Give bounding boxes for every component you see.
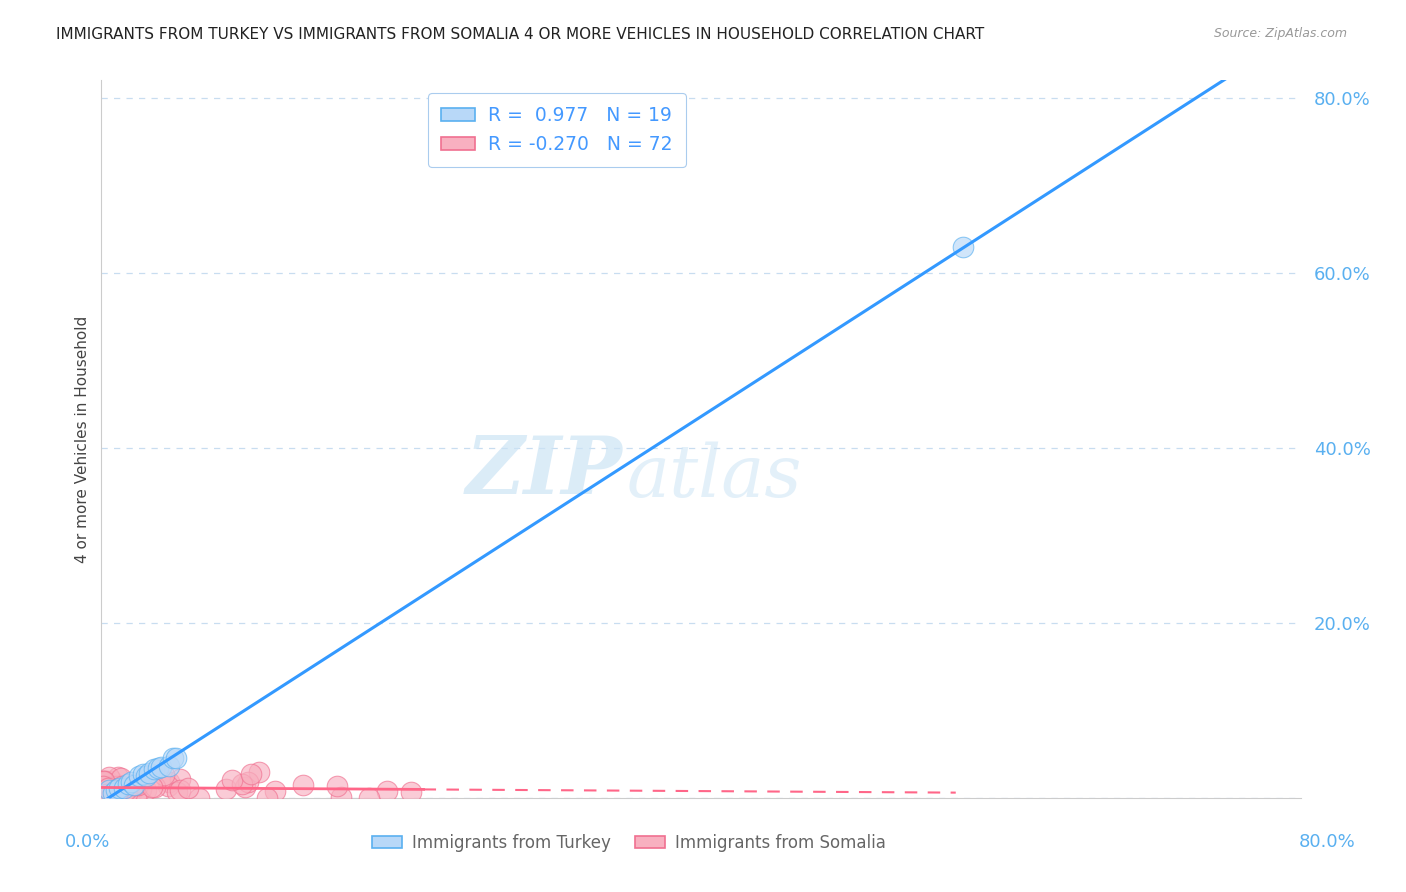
Point — [105, 791, 128, 805]
Point — [142, 762, 165, 776]
Point — [157, 780, 180, 794]
Point — [91, 784, 114, 798]
Point — [97, 780, 120, 795]
Point — [153, 768, 176, 782]
Point — [91, 774, 114, 789]
Point — [111, 783, 134, 797]
Point — [135, 769, 157, 783]
Point — [94, 778, 117, 792]
Point — [264, 784, 287, 798]
Point — [104, 780, 127, 795]
Point — [103, 781, 125, 796]
Point — [94, 785, 117, 799]
Point — [239, 767, 262, 781]
Point — [125, 791, 148, 805]
Point — [107, 770, 129, 784]
Point — [111, 779, 134, 793]
Text: IMMIGRANTS FROM TURKEY VS IMMIGRANTS FROM SOMALIA 4 OR MORE VEHICLES IN HOUSEHOL: IMMIGRANTS FROM TURKEY VS IMMIGRANTS FRO… — [56, 27, 984, 42]
Point — [91, 775, 114, 789]
Text: atlas: atlas — [627, 442, 801, 512]
Point — [103, 783, 125, 797]
Point — [157, 759, 180, 773]
Point — [117, 777, 139, 791]
Point — [96, 782, 118, 797]
Point — [141, 780, 163, 795]
Point — [103, 786, 125, 800]
Point — [93, 775, 115, 789]
Point — [215, 782, 238, 797]
Point — [118, 789, 141, 804]
Point — [91, 784, 114, 798]
Point — [169, 772, 191, 787]
Point — [187, 791, 209, 805]
Point — [101, 773, 124, 788]
Text: 0.0%: 0.0% — [65, 833, 110, 851]
Point — [157, 775, 180, 789]
Point — [291, 778, 314, 792]
Text: 80.0%: 80.0% — [1299, 833, 1355, 851]
Point — [256, 791, 278, 805]
Point — [112, 781, 135, 796]
Point — [162, 751, 184, 765]
Point — [93, 783, 115, 797]
Point — [128, 768, 150, 782]
Point — [96, 773, 118, 788]
Point — [98, 778, 121, 792]
Point — [247, 765, 270, 780]
Point — [98, 780, 121, 795]
Point — [107, 779, 129, 793]
Point — [94, 779, 117, 793]
Point — [111, 787, 134, 801]
Point — [120, 775, 142, 789]
Point — [94, 787, 117, 801]
Point — [122, 778, 145, 792]
Point — [100, 783, 122, 797]
Point — [108, 783, 131, 797]
Legend: Immigrants from Turkey, Immigrants from Somalia: Immigrants from Turkey, Immigrants from … — [366, 827, 893, 858]
Point — [91, 779, 114, 793]
Point — [124, 778, 146, 792]
Point — [131, 781, 153, 796]
Point — [97, 783, 120, 797]
Point — [132, 767, 155, 781]
Point — [150, 760, 173, 774]
Point — [138, 766, 160, 780]
Text: Source: ZipAtlas.com: Source: ZipAtlas.com — [1213, 27, 1347, 40]
Point — [143, 780, 166, 794]
Point — [377, 784, 399, 798]
Point — [127, 778, 149, 792]
Y-axis label: 4 or more Vehicles in Household: 4 or more Vehicles in Household — [75, 316, 90, 563]
Point — [359, 791, 381, 805]
Point — [111, 789, 134, 803]
Point — [98, 770, 121, 784]
Point — [236, 774, 259, 789]
Point — [110, 771, 132, 785]
Point — [169, 783, 191, 797]
Point — [231, 777, 253, 791]
Point — [135, 782, 157, 797]
Point — [326, 780, 349, 794]
Point — [233, 780, 256, 795]
Point — [221, 772, 243, 787]
Point — [98, 790, 121, 805]
Point — [399, 785, 422, 799]
Point — [177, 781, 200, 796]
Point — [93, 774, 115, 789]
Point — [105, 783, 128, 797]
Point — [115, 786, 138, 800]
Point — [330, 790, 353, 805]
Point — [148, 761, 170, 775]
Text: ZIP: ZIP — [465, 433, 623, 510]
Point — [952, 240, 974, 254]
Point — [98, 780, 121, 795]
Point — [165, 750, 187, 764]
Point — [108, 780, 131, 795]
Point — [114, 782, 136, 797]
Point — [166, 785, 188, 799]
Point — [94, 774, 117, 789]
Point — [107, 784, 129, 798]
Point — [94, 784, 117, 798]
Point — [111, 791, 134, 805]
Point — [120, 787, 142, 801]
